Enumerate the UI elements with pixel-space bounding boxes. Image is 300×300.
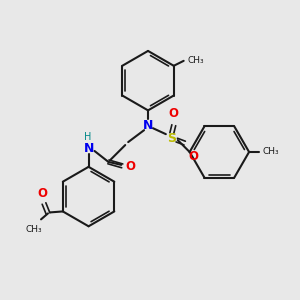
Text: N: N bbox=[83, 142, 94, 154]
Text: CH₃: CH₃ bbox=[263, 148, 280, 157]
Text: N: N bbox=[143, 119, 153, 132]
Text: O: O bbox=[125, 160, 135, 173]
Text: O: O bbox=[37, 187, 47, 200]
Text: O: O bbox=[169, 107, 179, 120]
Text: CH₃: CH₃ bbox=[26, 225, 42, 234]
Text: CH₃: CH₃ bbox=[188, 56, 204, 65]
Text: O: O bbox=[189, 150, 199, 163]
Text: S: S bbox=[167, 132, 176, 145]
Text: H: H bbox=[84, 132, 91, 142]
